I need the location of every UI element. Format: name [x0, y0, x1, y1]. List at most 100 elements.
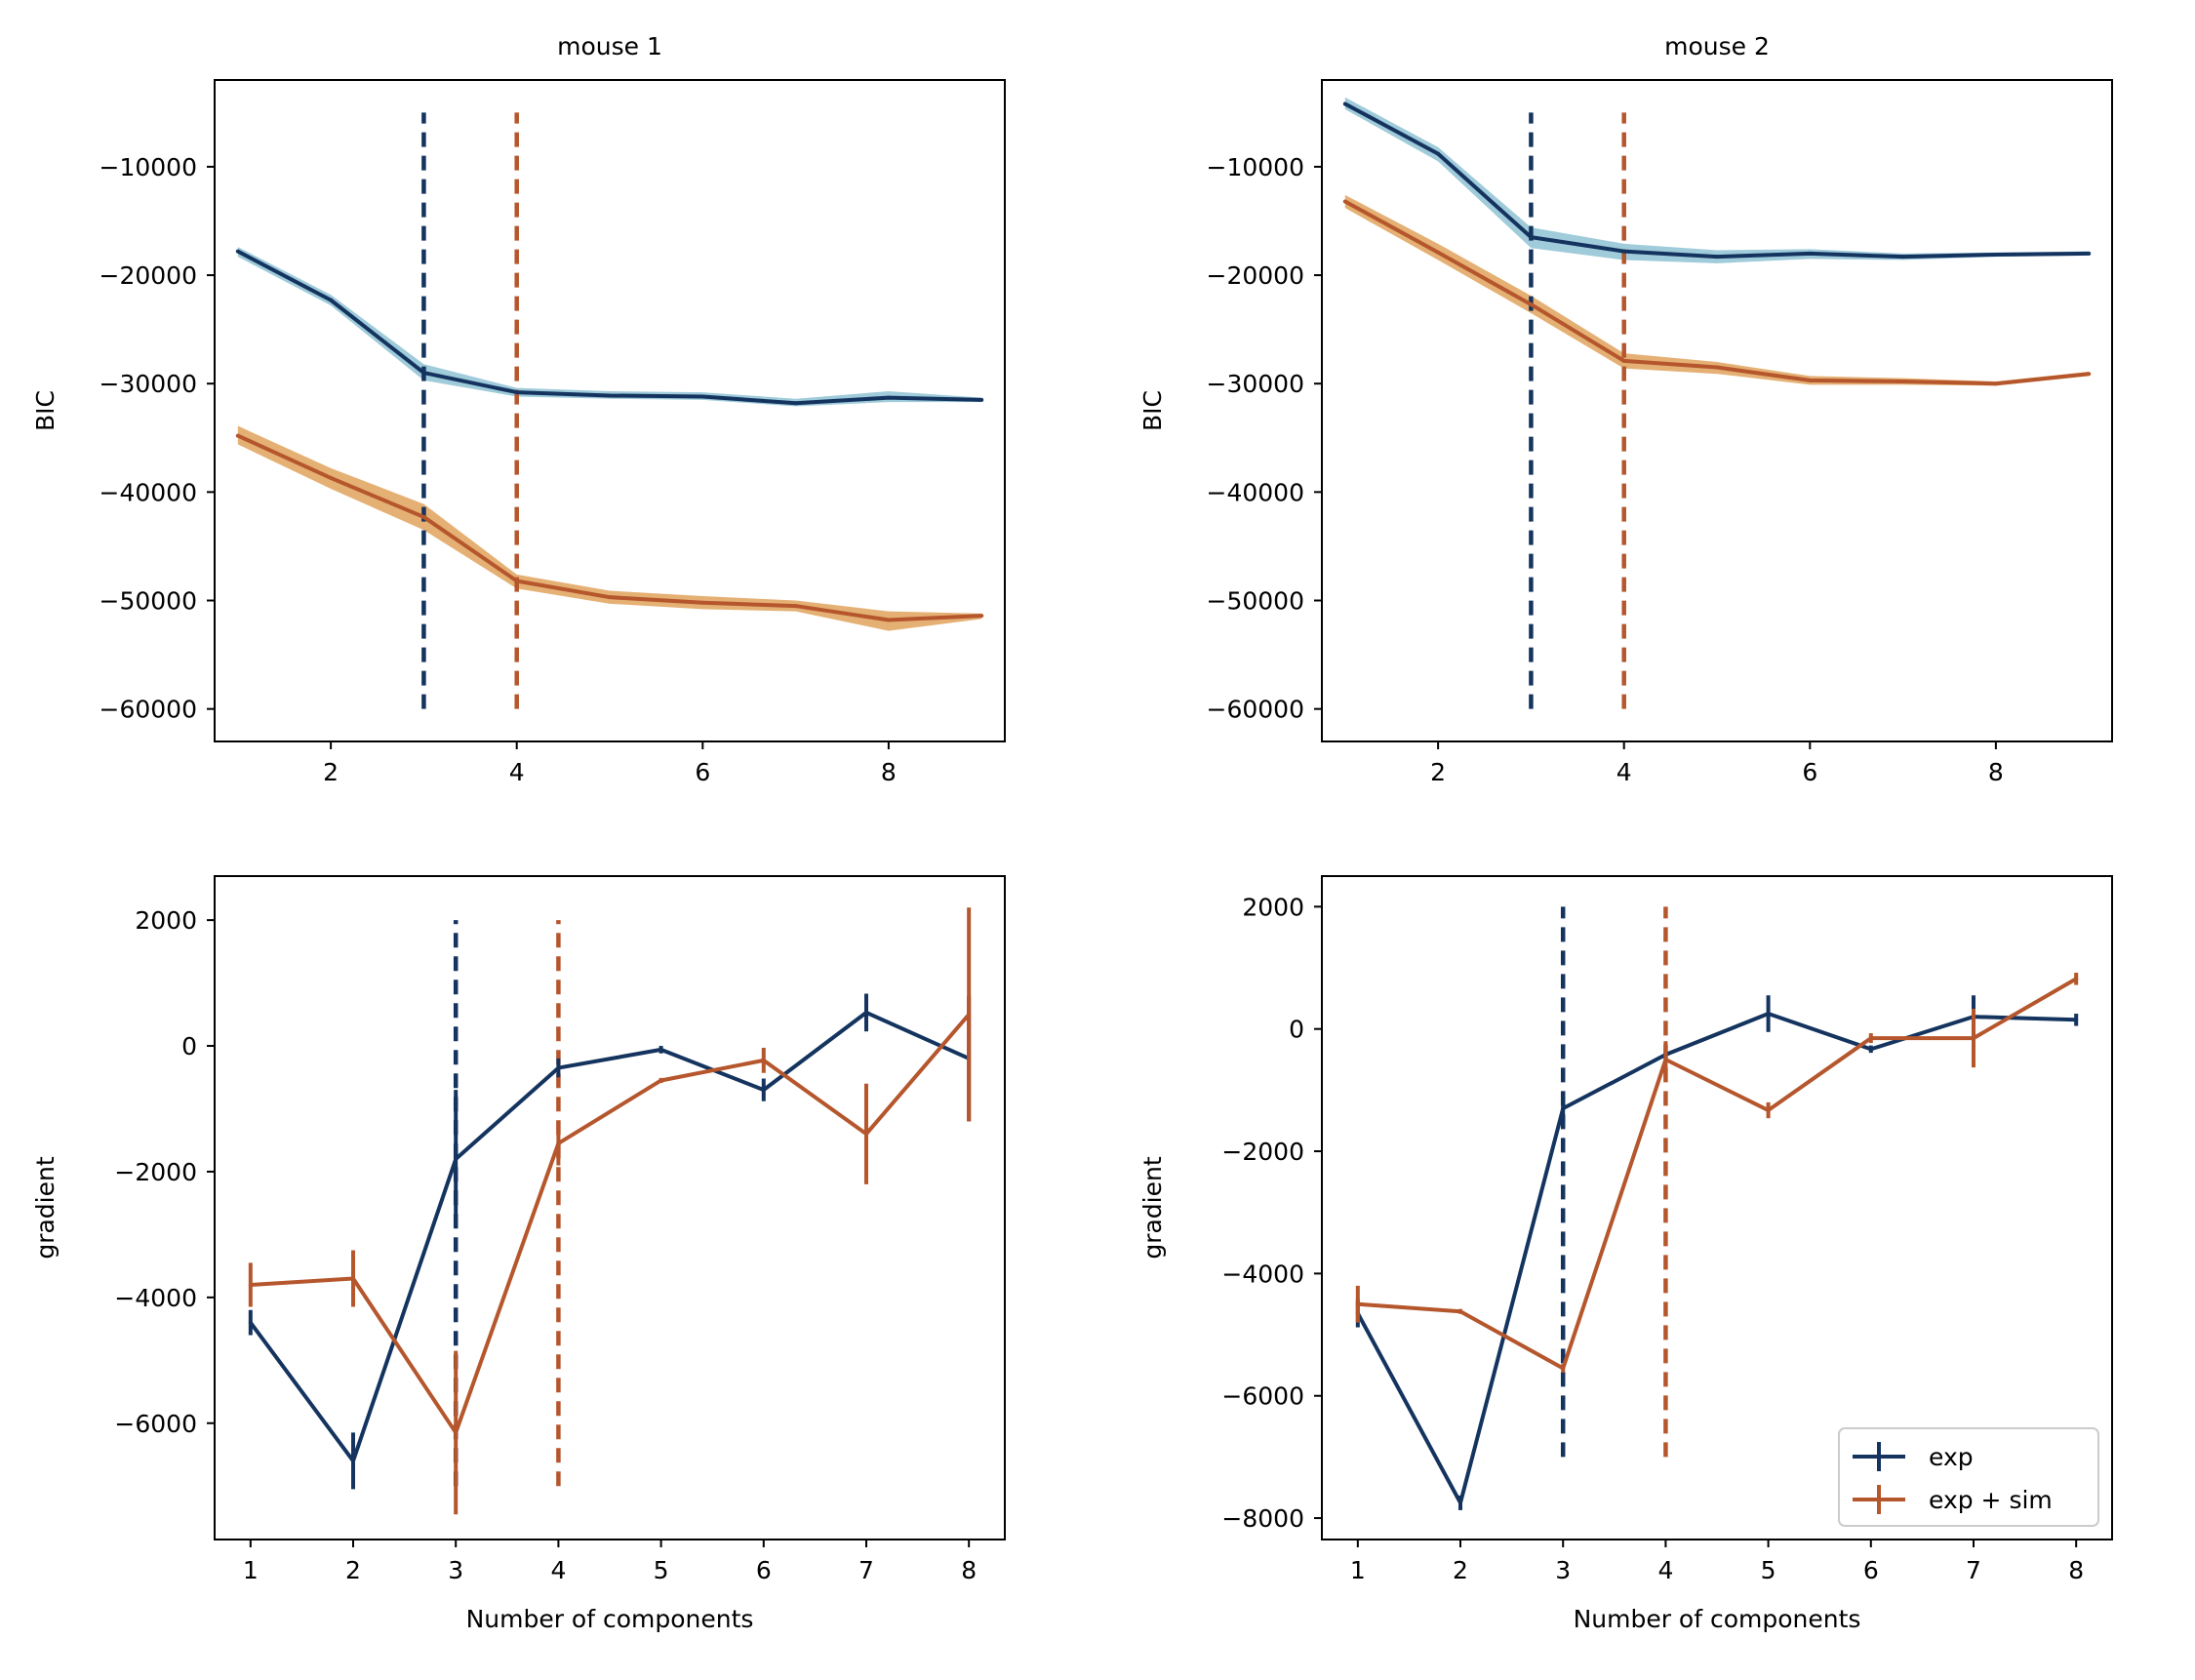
y-tick-label: −60000	[100, 696, 197, 724]
data-point	[1715, 255, 1719, 260]
y-tick-label: −60000	[1207, 696, 1304, 724]
data-point	[1355, 1301, 1360, 1306]
data-point	[1342, 199, 1347, 204]
data-point	[351, 1459, 356, 1463]
data-point	[2074, 977, 2079, 981]
y-tick-label: −20000	[100, 261, 197, 290]
data-point	[1993, 252, 1998, 257]
series-line-exp-sim	[250, 1013, 971, 1435]
x-tick-label: 6	[756, 1556, 772, 1584]
y-axis-title: BIC	[31, 390, 60, 431]
data-point	[1342, 101, 1347, 106]
data-point	[235, 249, 240, 254]
y-tick-label: −6000	[1221, 1382, 1304, 1411]
data-point	[1458, 1500, 1463, 1505]
data-point	[1529, 302, 1534, 307]
x-tick-label: 6	[1863, 1556, 1879, 1584]
confidence-band-exp	[237, 247, 982, 407]
y-tick-label: −4000	[1221, 1260, 1304, 1288]
data-point	[608, 393, 612, 398]
axes-frame	[214, 79, 1006, 742]
data-point	[235, 433, 240, 438]
x-tick-label: 2	[323, 758, 339, 786]
data-point	[886, 618, 891, 622]
axes-frame	[1321, 875, 2113, 1540]
data-point	[793, 604, 798, 609]
data-point	[1868, 1047, 1873, 1052]
data-point	[1436, 151, 1441, 156]
data-point	[1900, 379, 1905, 383]
y-tick-label: 2000	[1242, 893, 1304, 921]
data-point	[700, 600, 705, 605]
confidence-band-exp	[1344, 97, 2090, 263]
x-tick-label: 2	[1430, 758, 1446, 786]
data-point	[1561, 1106, 1566, 1111]
data-point	[658, 1078, 663, 1083]
panel-1: 2 4 6 8 −60000 −50000 −40000 −30000 −20000 −10000…	[31, 32, 1006, 786]
axes-frame	[214, 875, 1006, 1540]
x-axis-title: Number of components	[466, 1605, 754, 1633]
data-point	[421, 514, 426, 519]
y-tick-label: −8000	[1221, 1504, 1304, 1533]
y-tick-label: −2000	[114, 1158, 197, 1186]
data-point	[1561, 1366, 1566, 1371]
x-tick-label: 8	[961, 1556, 977, 1584]
x-tick-label: 6	[695, 758, 710, 786]
data-point	[248, 1320, 253, 1325]
data-point	[1868, 1036, 1873, 1041]
x-tick-label: 8	[1988, 758, 2004, 786]
panel-title: mouse 1	[557, 32, 662, 60]
y-tick-label: −4000	[114, 1284, 197, 1312]
data-point	[1993, 381, 1998, 386]
data-point	[1766, 1012, 1771, 1017]
x-tick-label: 8	[2068, 1556, 2084, 1584]
data-point	[979, 614, 984, 619]
data-point	[979, 397, 984, 402]
y-axis-title: gradient	[31, 1156, 60, 1260]
data-point	[863, 1010, 868, 1015]
data-point	[329, 298, 334, 302]
data-point	[1766, 1108, 1771, 1113]
series-line-exp	[1343, 101, 2090, 260]
y-axis-title: gradient	[1138, 1156, 1167, 1260]
data-point	[1715, 365, 1719, 370]
data-point	[886, 395, 891, 400]
data-point	[248, 1282, 253, 1287]
x-tick-label: 5	[1761, 1556, 1776, 1584]
y-tick-label: −50000	[1207, 587, 1304, 616]
data-point	[761, 1088, 766, 1093]
y-tick-label: −50000	[100, 587, 197, 616]
y-tick-label: 2000	[135, 906, 197, 935]
data-point	[1621, 358, 1626, 363]
data-point	[556, 1065, 561, 1070]
series-line-exp	[249, 1010, 970, 1463]
series-line-exp-sim	[1357, 977, 2078, 1371]
legend-label-exp-sim: exp + sim	[1929, 1486, 2053, 1514]
data-point	[421, 371, 426, 376]
data-point	[1621, 249, 1626, 254]
data-point	[329, 475, 334, 480]
x-axis-title: Number of components	[1574, 1605, 1861, 1633]
y-tick-label: 0	[1289, 1016, 1304, 1044]
data-point	[1808, 378, 1813, 382]
data-point	[608, 595, 612, 600]
y-tick-label: −30000	[1207, 370, 1304, 398]
y-axis-title: BIC	[1138, 390, 1167, 431]
x-tick-label: 1	[1350, 1556, 1366, 1584]
legend: exp exp + sim	[1838, 1427, 2099, 1527]
data-point	[454, 1430, 459, 1435]
data-point	[514, 579, 519, 583]
x-tick-label: 3	[448, 1556, 463, 1584]
x-tick-label: 4	[509, 758, 525, 786]
panel-title: mouse 2	[1664, 32, 1770, 60]
legend-label-exp: exp	[1929, 1443, 1974, 1471]
data-point	[658, 1047, 663, 1052]
data-point	[2087, 251, 2092, 256]
panel-3: 1 2 3 4 5 6 7 8 −6000 −4000 −2000 0 2000 Number of co…	[31, 875, 1006, 1633]
data-point	[1436, 250, 1441, 255]
x-tick-label: 4	[1657, 1556, 1673, 1584]
data-point	[351, 1276, 356, 1281]
x-tick-label: 7	[1966, 1556, 1981, 1584]
data-point	[1900, 255, 1905, 260]
